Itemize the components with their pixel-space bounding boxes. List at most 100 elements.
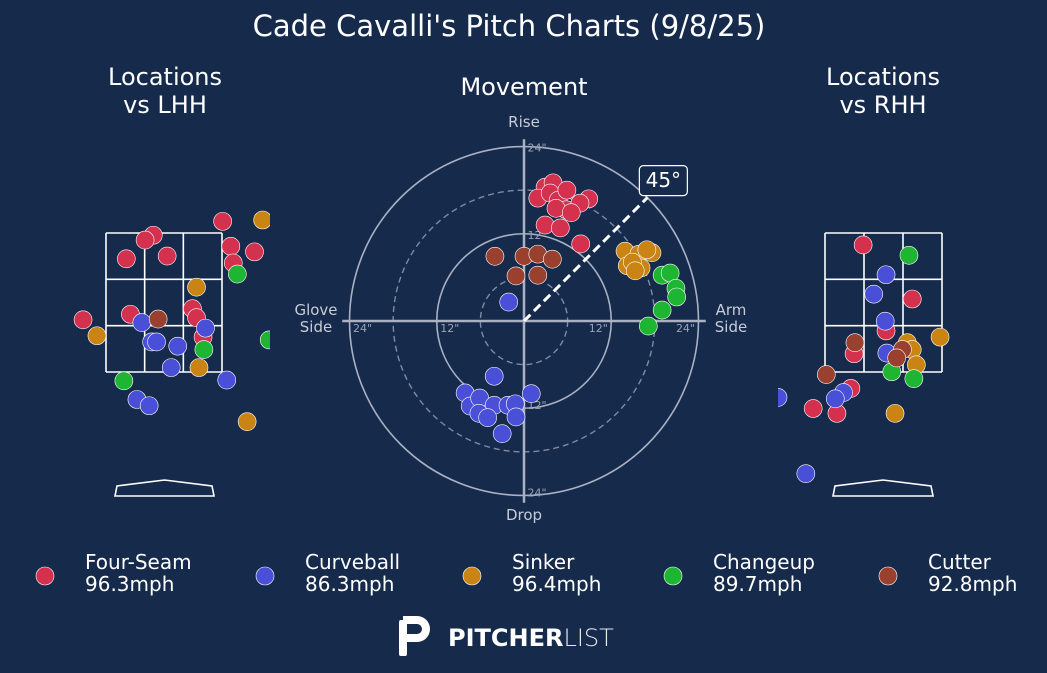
pitch-point — [885, 404, 905, 423]
logo-light: LIST — [563, 624, 614, 652]
points — [778, 235, 950, 483]
pitch-point — [796, 464, 816, 483]
pitch-point — [652, 300, 672, 320]
pitch-point — [803, 399, 823, 418]
points — [73, 210, 270, 431]
pitch-point — [528, 265, 548, 285]
home-plate — [832, 479, 934, 497]
pitch-point — [864, 284, 884, 304]
arm-angle — [522, 196, 649, 323]
pitch-point — [484, 366, 504, 386]
legend-label: Sinker — [512, 550, 575, 574]
pitch-point — [114, 371, 134, 391]
pitch-point — [667, 287, 686, 307]
logo: PITCHERLIST — [399, 616, 614, 656]
legend-marker — [462, 566, 482, 586]
pitch-point — [904, 369, 924, 389]
logo-bold: PITCHER — [448, 624, 563, 652]
pitch-point — [161, 358, 181, 377]
pitch-point — [875, 311, 895, 331]
ring-label: 24" — [676, 322, 695, 335]
pitch-point — [139, 396, 159, 416]
pitch-point — [228, 264, 247, 284]
pitch-point — [245, 242, 264, 262]
pitch-point — [561, 203, 581, 222]
pitch-point — [168, 336, 188, 356]
panel-title: Locations vs RHH — [825, 63, 941, 119]
pitch-point — [625, 261, 645, 281]
pitch-point — [492, 424, 512, 443]
ring-label: 12" — [589, 322, 608, 335]
page-title: Cade Cavalli's Pitch Charts (9/8/25) — [252, 9, 766, 43]
pitch-point — [499, 292, 519, 312]
pitch-point — [637, 240, 657, 260]
axis-label: Glove Side — [294, 301, 338, 336]
legend-speed: 86.3mph — [305, 572, 395, 596]
pitch-point — [485, 246, 505, 266]
legend-speed: 89.7mph — [713, 572, 803, 596]
ring-label: 24" — [527, 142, 546, 155]
pitch-point — [187, 277, 206, 297]
pitch-point — [87, 326, 107, 346]
arm-angle-box — [638, 165, 688, 197]
pitch-point — [543, 249, 562, 269]
pitch-point — [557, 180, 577, 200]
pitch-point — [478, 408, 497, 427]
pitch-point — [887, 348, 906, 368]
ring-label: 24" — [353, 322, 372, 335]
pitch-point — [902, 289, 922, 309]
ring-label: 24" — [527, 486, 546, 499]
pitch-point — [253, 210, 270, 230]
legend-speed: 96.3mph — [85, 572, 175, 596]
pitch-point — [899, 246, 919, 265]
legend-speed: 92.8mph — [928, 572, 1018, 596]
pitch-point — [189, 358, 209, 377]
pitch-point — [639, 316, 658, 336]
pitch-point — [853, 235, 873, 255]
arm-angle-label: 45° — [646, 168, 681, 192]
pitch-point — [876, 265, 896, 285]
pitch-point — [135, 230, 155, 250]
legend-marker — [35, 566, 55, 586]
pitch-point — [816, 365, 836, 384]
pitch-point — [535, 215, 555, 235]
pitch-point — [930, 327, 950, 347]
logo-text: PITCHERLIST — [448, 624, 614, 652]
pitch-point — [221, 237, 241, 256]
pitch-point — [217, 370, 237, 390]
panel-title: Locations vs LHH — [107, 63, 223, 119]
pitch-point — [132, 313, 152, 332]
pitch-point — [157, 246, 177, 266]
pitch-point — [506, 407, 526, 427]
pitch-point — [521, 384, 541, 404]
pitch-point — [196, 318, 215, 338]
pitch-point — [259, 330, 270, 350]
pitch-point — [147, 332, 166, 352]
pitch-point — [571, 234, 591, 254]
axis-label: Arm Side — [714, 301, 748, 336]
legend-marker — [878, 566, 898, 586]
legend-label: Four-Seam — [85, 550, 192, 574]
axis-label: Rise — [508, 113, 540, 131]
pitch-point — [213, 212, 232, 231]
ring-label: 12" — [440, 322, 459, 335]
pitch-point — [237, 412, 257, 431]
home-plate — [114, 479, 215, 497]
legend-marker — [663, 566, 683, 586]
legend-marker — [255, 566, 275, 586]
pitch-point — [117, 249, 136, 269]
pitch-point — [73, 310, 93, 330]
legend-speed: 96.4mph — [512, 572, 602, 596]
legend-label: Changeup — [713, 550, 815, 574]
pitch-point — [148, 309, 168, 329]
pitch-point — [845, 333, 865, 352]
legend-label: Curveball — [305, 550, 401, 574]
pitch-point — [551, 218, 570, 238]
pitch-point — [506, 266, 526, 286]
panel-title: Movement — [460, 73, 588, 101]
pitch-point — [778, 388, 788, 407]
axis-label: Drop — [505, 506, 543, 524]
pitch-point — [194, 340, 214, 359]
